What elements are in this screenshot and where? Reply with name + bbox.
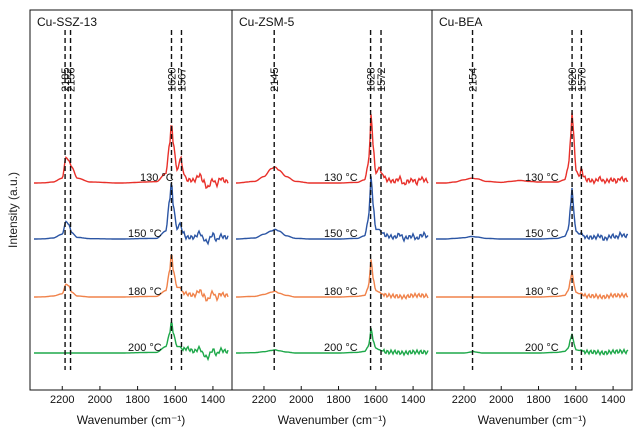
panel-title: Cu-SSZ-13 <box>37 15 97 29</box>
x-tick-label: 1600 <box>364 394 388 406</box>
series-line <box>34 125 229 189</box>
panel-0: Cu-SSZ-13 130 °C 150 °C 180 °C 200 °C 2185215… <box>29 9 233 427</box>
temperature-label: 180 °C <box>525 286 559 298</box>
series-line <box>34 182 229 246</box>
temperature-label: 150 °C <box>324 228 358 240</box>
x-tick-label: 2000 <box>489 394 513 406</box>
series-line <box>436 333 629 357</box>
series-line <box>436 112 629 185</box>
temperature-label: 150 °C <box>128 228 162 240</box>
peak-label: 1628 <box>366 68 378 92</box>
x-tick-label: 2200 <box>252 394 276 406</box>
series-line <box>236 327 429 357</box>
peak-label: 2156 <box>66 68 78 92</box>
peak-label: 1572 <box>376 68 388 92</box>
x-axis-label: Wavenumber (cm⁻¹) <box>478 413 587 427</box>
panel-frame <box>231 9 433 391</box>
x-tick-label: 2000 <box>88 394 112 406</box>
x-tick-label: 2200 <box>452 394 476 406</box>
series-line <box>236 259 429 301</box>
temperature-label: 200 °C <box>128 342 162 354</box>
x-tick-label: 1400 <box>601 394 625 406</box>
x-tick-label: 1600 <box>564 394 588 406</box>
x-axis-label: Wavenumber (cm⁻¹) <box>278 413 387 427</box>
panel-title: Cu-BEA <box>439 15 482 29</box>
temperature-label: 130 °C <box>140 172 174 184</box>
x-tick-label: 2200 <box>50 394 74 406</box>
series-line <box>236 114 429 187</box>
y-axis-label: Intensity (a.u.) <box>6 172 20 248</box>
panel-2: Cu-BEA 130 °C 150 °C 180 °C 200 °C 2154 162015… <box>431 9 633 427</box>
x-tick-label: 1400 <box>401 394 425 406</box>
peak-label: 2145 <box>269 68 281 92</box>
temperature-label: 180 °C <box>128 286 162 298</box>
peak-label: 2185 <box>60 68 72 92</box>
x-tick-label: 1400 <box>201 394 225 406</box>
panel-1: Cu-ZSM-5 130 °C 150 °C 180 °C 200 °C 2145 1628… <box>231 9 433 427</box>
x-tick-label: 1600 <box>163 394 187 406</box>
peak-label: 1620 <box>567 68 579 92</box>
panel-frame <box>431 9 633 391</box>
series-line <box>236 176 429 243</box>
series-line <box>34 322 229 362</box>
peak-label: 2154 <box>468 68 480 92</box>
temperature-label: 200 °C <box>525 342 559 354</box>
peak-label: 1570 <box>576 68 588 92</box>
x-axis-label: Wavenumber (cm⁻¹) <box>77 413 186 427</box>
series-line <box>436 271 629 300</box>
peak-label: 1567 <box>176 68 188 92</box>
temperature-label: 130 °C <box>324 172 358 184</box>
temperature-label: 200 °C <box>324 342 358 354</box>
x-tick-label: 1800 <box>326 394 350 406</box>
x-tick-label: 2000 <box>289 394 313 406</box>
series-line <box>34 254 229 303</box>
temperature-label: 130 °C <box>525 172 559 184</box>
panel-frame <box>29 9 233 391</box>
series-line <box>436 187 629 242</box>
x-tick-label: 1800 <box>526 394 550 406</box>
peak-label: 1620 <box>166 68 178 92</box>
panel-title: Cu-ZSM-5 <box>239 15 295 29</box>
temperature-label: 150 °C <box>525 228 559 240</box>
temperature-label: 180 °C <box>324 286 358 298</box>
x-tick-label: 1800 <box>125 394 149 406</box>
